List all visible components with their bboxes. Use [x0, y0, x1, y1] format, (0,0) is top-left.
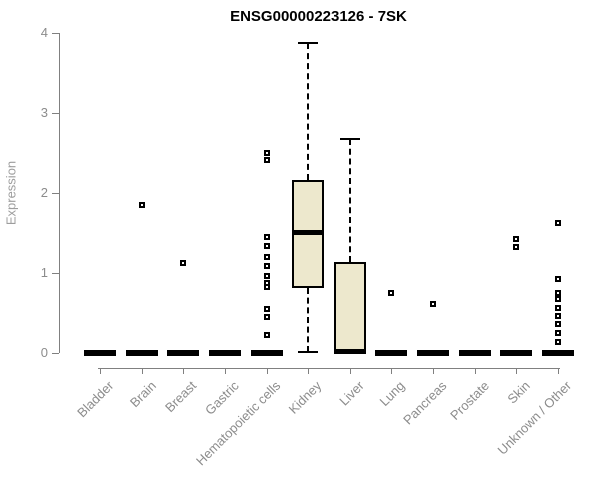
collapsed-box [417, 350, 449, 356]
outlier-point [555, 313, 561, 319]
outlier-point [264, 314, 270, 320]
outlier-point [264, 243, 270, 249]
y-tick [52, 353, 59, 354]
x-tick [516, 368, 517, 374]
outlier-point [430, 301, 436, 307]
y-tick [52, 193, 59, 194]
collapsed-box [126, 350, 158, 356]
x-tick [142, 368, 143, 374]
x-tick [350, 368, 351, 374]
x-tick [433, 368, 434, 374]
x-category-label: Gastric [201, 378, 242, 418]
x-category-label: Prostate [446, 378, 492, 423]
collapsed-box [500, 350, 532, 356]
outlier-point [264, 284, 270, 290]
y-tick [52, 113, 59, 114]
outlier-point [513, 244, 519, 250]
x-category-label: Unknown / Other [495, 378, 575, 458]
x-category-label: Breast [162, 378, 200, 416]
x-category-label: Liver [336, 378, 367, 409]
outlier-point [139, 202, 145, 208]
whisker-cap [298, 351, 318, 353]
whisker-cap [298, 42, 318, 44]
outlier-point [555, 296, 561, 302]
outlier-point [388, 290, 394, 296]
y-axis [59, 33, 60, 353]
y-tick [52, 33, 59, 34]
chart-title: ENSG00000223126 - 7SK [230, 8, 407, 25]
x-tick [558, 368, 559, 374]
outlier-point [555, 330, 561, 336]
outlier-point [555, 305, 561, 311]
y-tick-label: 4 [40, 25, 48, 40]
y-tick-label: 2 [40, 185, 48, 200]
x-tick [475, 368, 476, 374]
x-tick [183, 368, 184, 374]
collapsed-box [209, 350, 241, 356]
whisker-cap [340, 138, 360, 140]
x-tick [225, 368, 226, 374]
collapsed-box [375, 350, 407, 356]
x-tick [308, 368, 309, 374]
collapsed-box [84, 350, 116, 356]
whisker-upper [349, 139, 351, 262]
y-tick-label: 3 [40, 105, 48, 120]
x-category-label: Pancreas [400, 378, 450, 428]
median-line [292, 230, 324, 235]
x-category-label: Skin [504, 378, 533, 407]
box [334, 262, 366, 351]
outlier-point [264, 157, 270, 163]
y-tick [52, 273, 59, 274]
collapsed-box [251, 350, 283, 356]
outlier-point [264, 306, 270, 312]
outlier-point [264, 332, 270, 338]
outlier-point [264, 263, 270, 269]
x-tick [100, 368, 101, 374]
x-tick [267, 368, 268, 374]
y-tick-label: 1 [40, 265, 48, 280]
x-category-label: Kidney [285, 378, 325, 417]
median-line [334, 349, 366, 354]
collapsed-box [459, 350, 491, 356]
x-category-label: Bladder [74, 378, 117, 421]
x-tick [391, 368, 392, 374]
whisker-upper [307, 43, 309, 180]
outlier-point [555, 321, 561, 327]
outlier-point [513, 236, 519, 242]
collapsed-box [542, 350, 574, 356]
x-category-label: Brain [126, 378, 159, 411]
outlier-point [555, 276, 561, 282]
outlier-point [180, 260, 186, 266]
collapsed-box [167, 350, 199, 356]
outlier-point [264, 234, 270, 240]
x-category-label: Lung [376, 378, 408, 410]
y-tick-label: 0 [40, 345, 48, 360]
outlier-point [555, 220, 561, 226]
x-axis [98, 368, 560, 369]
outlier-point [555, 290, 561, 296]
outlier-point [264, 273, 270, 279]
whisker-lower [307, 288, 309, 352]
outlier-point [555, 339, 561, 345]
outlier-point [264, 150, 270, 156]
outlier-point [264, 254, 270, 260]
